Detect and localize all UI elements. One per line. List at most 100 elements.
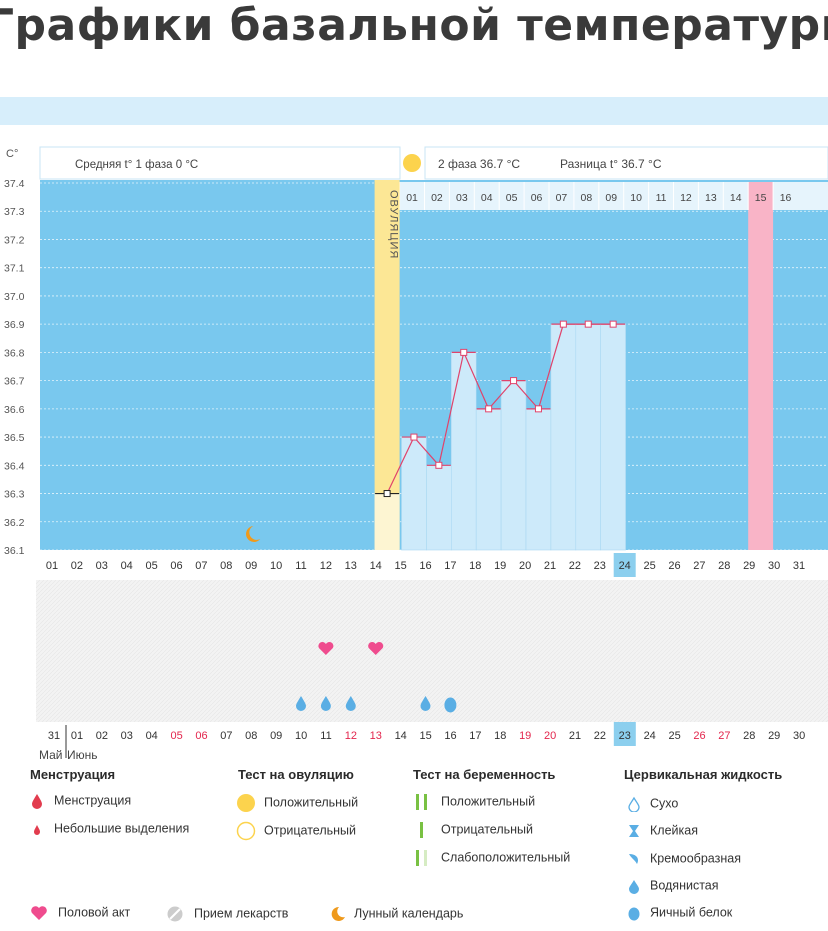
legend-pregnancy-positive: Положительный: [413, 793, 535, 811]
legend-ovulation-positive: Положительный: [236, 793, 358, 813]
date-label: 20: [544, 730, 556, 742]
cycle-day-label: 03: [96, 560, 108, 572]
date-label: 29: [768, 730, 780, 742]
legend-fluid-eggwhite: Яичный белок: [626, 905, 732, 921]
watery-drop-icon: [296, 696, 306, 711]
cycle-day-label: 06: [170, 560, 182, 572]
phase2-day-label: 04: [481, 192, 493, 204]
cycle-day-label: 02: [71, 560, 83, 572]
cycle-day-label: 12: [320, 560, 332, 572]
temperature-point: [383, 490, 391, 498]
cycle-day-label: 22: [569, 560, 581, 572]
date-label: 24: [644, 730, 656, 742]
symptom-area: [36, 580, 828, 722]
temperature-bar: [450, 352, 477, 551]
chart-header-right: [424, 146, 828, 180]
y-tick-label: 36.5: [4, 432, 25, 444]
phase2-day-label: 11: [656, 192, 667, 204]
date-label: 10: [295, 730, 307, 742]
phase2-day-label: 07: [556, 192, 568, 204]
date-label: 22: [594, 730, 606, 742]
date-label: 12: [345, 730, 357, 742]
temperature-point: [460, 348, 468, 356]
cycle-day-label: 10: [270, 560, 282, 572]
heart-icon: [318, 641, 334, 655]
temperature-point: [609, 320, 617, 328]
temperature-line: [386, 323, 614, 494]
page-title: Графики базальной температуры: [0, 0, 828, 51]
y-tick-label: 36.2: [4, 517, 25, 529]
phase2-day-label: 01: [406, 192, 418, 204]
small-blood-drop-icon: [34, 825, 40, 835]
chart-header-left: [39, 146, 401, 180]
legend-title-ovulation-test: Тест на овуляцию: [238, 767, 354, 782]
legend-fluid-creamy: Кремообразная: [626, 851, 741, 867]
date-label: 07: [220, 730, 232, 742]
watery-drop-icon: [320, 696, 331, 711]
date-label: 13: [370, 730, 382, 742]
phase2-day-label: 16: [780, 192, 792, 204]
phase2-day-label: 10: [630, 192, 642, 204]
cycle-day-label: 07: [195, 560, 207, 572]
cycle-day-label: 14: [370, 560, 382, 572]
watery-drop-icon: [345, 696, 356, 711]
date-label: 28: [743, 730, 755, 742]
temperature-bar: [550, 323, 577, 551]
cycle-day-label: 13: [345, 560, 357, 572]
date-label: 30: [793, 730, 805, 742]
ovulation-column: [374, 180, 400, 550]
phase2-day-label: 06: [531, 192, 543, 204]
ovulation-sun-icon: [403, 154, 421, 172]
cycle-day-label: 31: [793, 560, 805, 572]
y-tick-label: 37.0: [4, 291, 25, 303]
legend-title-menstruation: Менструация: [30, 767, 116, 782]
cycle-day-label: 25: [643, 560, 655, 572]
cycle-day-label: 04: [121, 560, 133, 572]
y-tick-label: 37.4: [4, 178, 25, 190]
y-tick-label: 37.3: [4, 206, 25, 218]
temperature-bar: [525, 408, 552, 551]
date-label: 31: [48, 730, 60, 742]
cycle-day-label: 24: [619, 560, 631, 572]
y-tick-label: 36.4: [4, 460, 25, 472]
egg-white-icon: [628, 907, 640, 921]
cycle-day-label: 17: [444, 560, 456, 572]
sticky-icon: [629, 825, 639, 837]
temperature-bar: [475, 408, 502, 551]
cycle-day-label: 08: [220, 560, 232, 572]
legend-intercourse: Половой акт: [30, 905, 130, 921]
temperature-point: [510, 377, 518, 385]
moon-icon: [245, 526, 261, 542]
cycle-day-label: 11: [295, 560, 306, 572]
positive-ovulation-icon: [237, 794, 255, 812]
cycle-day-label: 20: [519, 560, 531, 572]
temperature-bar: [426, 465, 452, 551]
phase2-day-label: 12: [680, 192, 692, 204]
temperature-point: [485, 405, 493, 413]
temperature-point: [534, 405, 542, 413]
two-lines-icon: [416, 794, 427, 810]
phase2-day-label: 14: [730, 192, 742, 204]
legend-spotting: Небольшие выделения: [30, 821, 189, 837]
cycle-day-label: 19: [494, 560, 506, 572]
cycle-day-label: 23: [594, 560, 606, 572]
temperature-point: [584, 320, 592, 328]
creamy-icon: [629, 854, 639, 864]
temperature-bar: [600, 323, 626, 551]
date-label: 19: [519, 730, 531, 742]
legend-ovulation-negative: Отрицательный: [236, 821, 356, 841]
legend-medication: Прием лекарств: [166, 905, 288, 923]
legend-moon-calendar: Лунный календарь: [328, 905, 463, 923]
date-label: 05: [170, 730, 182, 742]
watery-drop-icon: [629, 880, 639, 894]
faint-lines-icon: [416, 850, 427, 866]
y-tick-label: 36.8: [4, 347, 25, 359]
phase2-day-label: 08: [581, 192, 593, 204]
legend-fluid-sticky: Клейкая: [626, 823, 698, 839]
cycle-day-label: 01: [46, 560, 58, 572]
cycle-day-label: 28: [718, 560, 730, 572]
cycle-day-label: 16: [419, 560, 431, 572]
date-label: 11: [320, 730, 331, 742]
date-label: 09: [270, 730, 282, 742]
legend-fluid-dry: Сухо: [626, 796, 678, 813]
